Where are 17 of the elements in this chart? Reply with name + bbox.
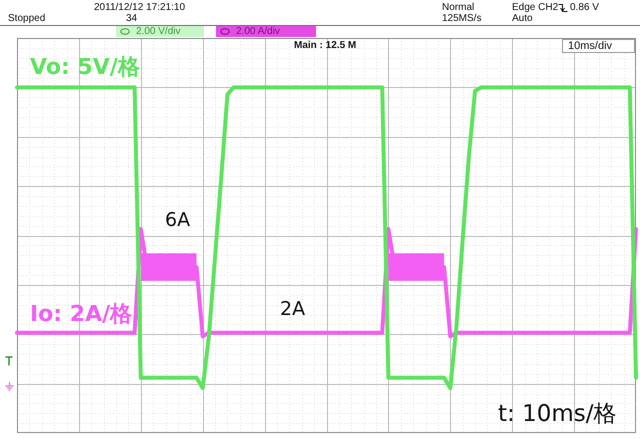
- annotation: t: 10ms/格: [498, 401, 616, 427]
- annotation: 2A: [280, 298, 306, 320]
- text: Edge CH2: [512, 2, 558, 13]
- text: Main : 12.5 M: [294, 40, 356, 51]
- series-label: Vo: 5V/格: [30, 55, 141, 80]
- annotation: 6A: [165, 209, 190, 231]
- text: Normal: [442, 2, 474, 13]
- text: 2011/12/12 17:21:10: [94, 2, 186, 13]
- text: 0.86 V: [570, 2, 599, 13]
- text: 10ms/div: [568, 40, 613, 52]
- series-label: Io: 2A/格: [30, 302, 134, 327]
- text: Stopped: [8, 13, 46, 24]
- text: 2.00 A/div: [236, 26, 280, 36]
- text: Auto: [512, 13, 533, 24]
- text: 125MS/s: [442, 13, 482, 24]
- text: 2.00 V/div: [136, 26, 180, 36]
- text: 34: [126, 13, 138, 24]
